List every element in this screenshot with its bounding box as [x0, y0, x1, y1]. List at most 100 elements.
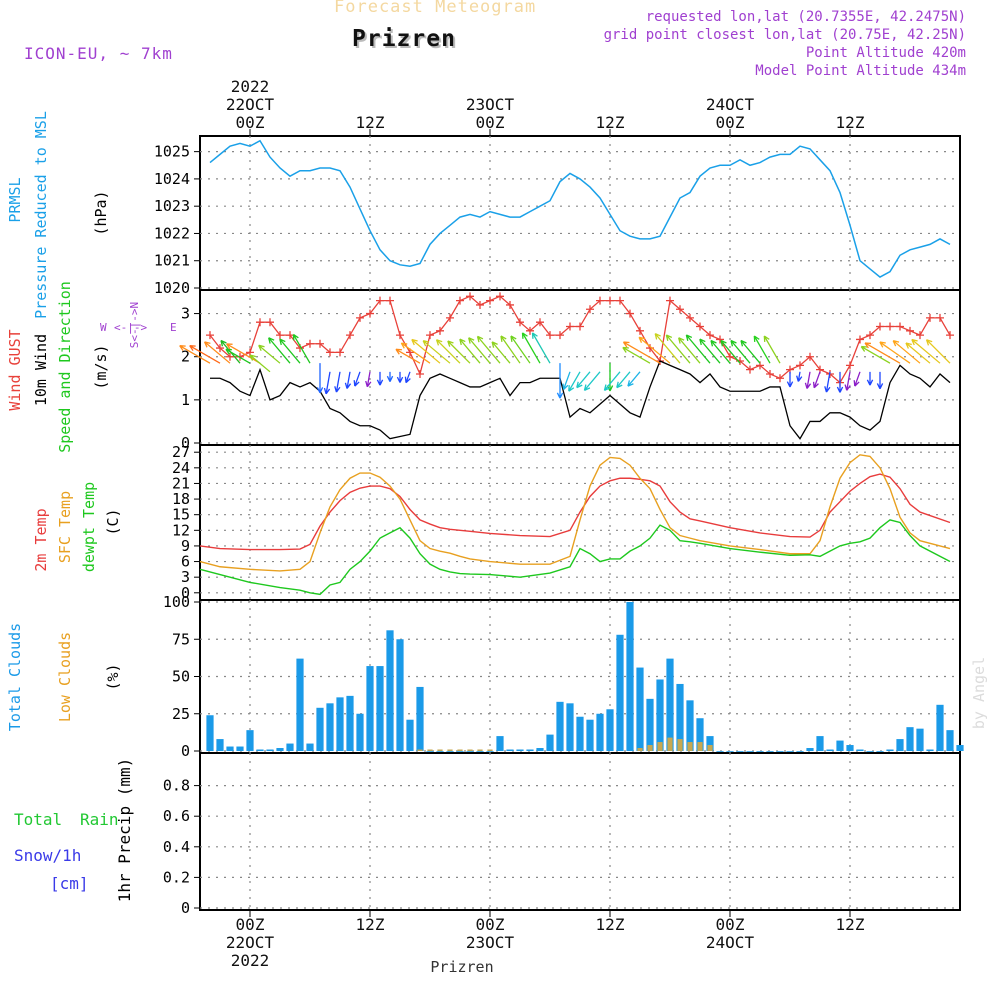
gust-marker: [566, 322, 574, 331]
gust-marker: [796, 361, 804, 370]
total-cloud-bar: [936, 704, 944, 751]
gust-marker: [696, 322, 704, 331]
gust-marker: [866, 331, 874, 340]
compass-ns: S<-|->N: [128, 302, 141, 348]
wind-arrow: [334, 371, 341, 393]
wind-arrow: [763, 335, 781, 364]
label-prmsl: PRMSL: [6, 177, 24, 222]
gust-marker: [256, 318, 264, 327]
total-cloud-bar: [656, 679, 664, 751]
label-wind-gust: Wind GUST: [6, 329, 24, 410]
y-tick-label: 0.6: [163, 807, 190, 825]
wind-arrow: [179, 345, 211, 364]
total-cloud-bar: [506, 749, 514, 751]
total-cloud-bar: [376, 666, 384, 751]
time-year-top: 2022: [231, 77, 270, 96]
label-wind-unit: (m/s): [92, 344, 110, 389]
time-label-top-hour: 00Z: [476, 113, 505, 132]
gust-marker: [306, 339, 314, 348]
wind-arrow: [740, 339, 761, 364]
temp-sfc-line: [199, 454, 951, 572]
total-cloud-bar: [356, 713, 364, 751]
y-tick-label: 0: [181, 742, 190, 760]
wind-arrow: [476, 335, 501, 364]
total-cloud-bar: [326, 703, 334, 751]
total-cloud-bar: [556, 701, 564, 751]
gust-marker: [396, 331, 404, 340]
point-altitude: Point Altitude 420m: [805, 45, 966, 61]
low-cloud-bar: [447, 749, 453, 751]
wind-arrow: [622, 341, 661, 364]
model-altitude: Model Point Altitude 434m: [755, 63, 966, 79]
gust-marker: [666, 296, 674, 305]
total-cloud-bar: [916, 728, 924, 751]
total-cloud-bar: [666, 658, 674, 751]
low-cloud-bar: [427, 749, 433, 751]
y-tick-label: 0: [181, 584, 190, 602]
wind-arrow: [844, 371, 851, 391]
gust-marker: [896, 322, 904, 331]
wind-arrow: [583, 371, 601, 391]
time-label-top-hour: 12Z: [836, 113, 865, 132]
y-tick-label: 1021: [154, 252, 190, 270]
y-tick-label: 1020: [154, 279, 190, 297]
wind-arrow: [491, 341, 511, 364]
gust-marker: [596, 296, 604, 305]
wind-arrow: [422, 340, 451, 364]
label-10m-wind: 10m Wind: [32, 334, 50, 406]
gust-marker: [586, 305, 594, 314]
gust-marker: [416, 369, 424, 378]
location-title: Prizren: [352, 26, 456, 52]
y-tick-label: 0.8: [163, 777, 190, 795]
watermark: by Angel: [970, 657, 988, 729]
top-title: Forecast Meteogram: [334, 0, 537, 17]
total-cloud-bar: [246, 730, 254, 751]
gust-marker: [906, 326, 914, 335]
y-tick-label: 0.4: [163, 838, 190, 856]
wind-arrow: [710, 339, 731, 364]
wind-arrow: [395, 348, 421, 364]
total-cloud-bar: [686, 700, 694, 751]
gust-marker: [936, 313, 944, 322]
total-cloud-bar: [596, 713, 604, 751]
low-cloud-bar: [437, 749, 443, 751]
low-cloud-bar: [667, 737, 673, 751]
wind-arrow: [576, 371, 591, 389]
panel-frame-precip: [199, 752, 961, 911]
gust-marker: [466, 292, 474, 301]
total-cloud-bar: [576, 716, 584, 751]
total-cloud-bar: [706, 736, 714, 751]
total-cloud-bar: [426, 751, 434, 752]
total-cloud-bar: [696, 718, 704, 751]
time-label-bottom-date: 24OCT: [706, 933, 755, 952]
gust-marker: [856, 335, 864, 344]
gust-line: [209, 295, 951, 384]
wind-arrow: [603, 371, 621, 391]
total-cloud-bar: [416, 686, 424, 751]
total-cloud-bar: [816, 736, 824, 751]
low-cloud-bar: [487, 749, 493, 751]
time-label-bottom-year: 2022: [231, 951, 270, 970]
wind-arrow: [860, 345, 891, 364]
total-cloud-bar: [946, 730, 954, 751]
total-cloud-bar: [736, 751, 744, 752]
temp-2m-line: [199, 473, 951, 551]
label-snow-unit: [cm]: [50, 874, 89, 893]
y-tick-label: 1: [181, 391, 190, 409]
total-cloud-bar: [826, 749, 834, 751]
gust-marker: [366, 309, 374, 318]
total-cloud-bar: [756, 751, 764, 752]
total-cloud-bar: [336, 697, 344, 751]
gust-marker: [286, 331, 294, 340]
total-cloud-bar: [616, 634, 624, 751]
total-cloud-bar: [346, 695, 354, 751]
y-tick-label: 2: [181, 348, 190, 366]
wind-arrow: [268, 337, 291, 364]
total-cloud-bar: [226, 746, 234, 751]
total-cloud-bar: [856, 749, 864, 751]
total-cloud-bar: [566, 703, 574, 751]
total-cloud-bar: [646, 698, 654, 751]
footer-location: Prizren: [430, 958, 493, 976]
time-label-bottom-date: 23OCT: [466, 933, 515, 952]
label-snow: Snow/1h: [14, 846, 81, 865]
